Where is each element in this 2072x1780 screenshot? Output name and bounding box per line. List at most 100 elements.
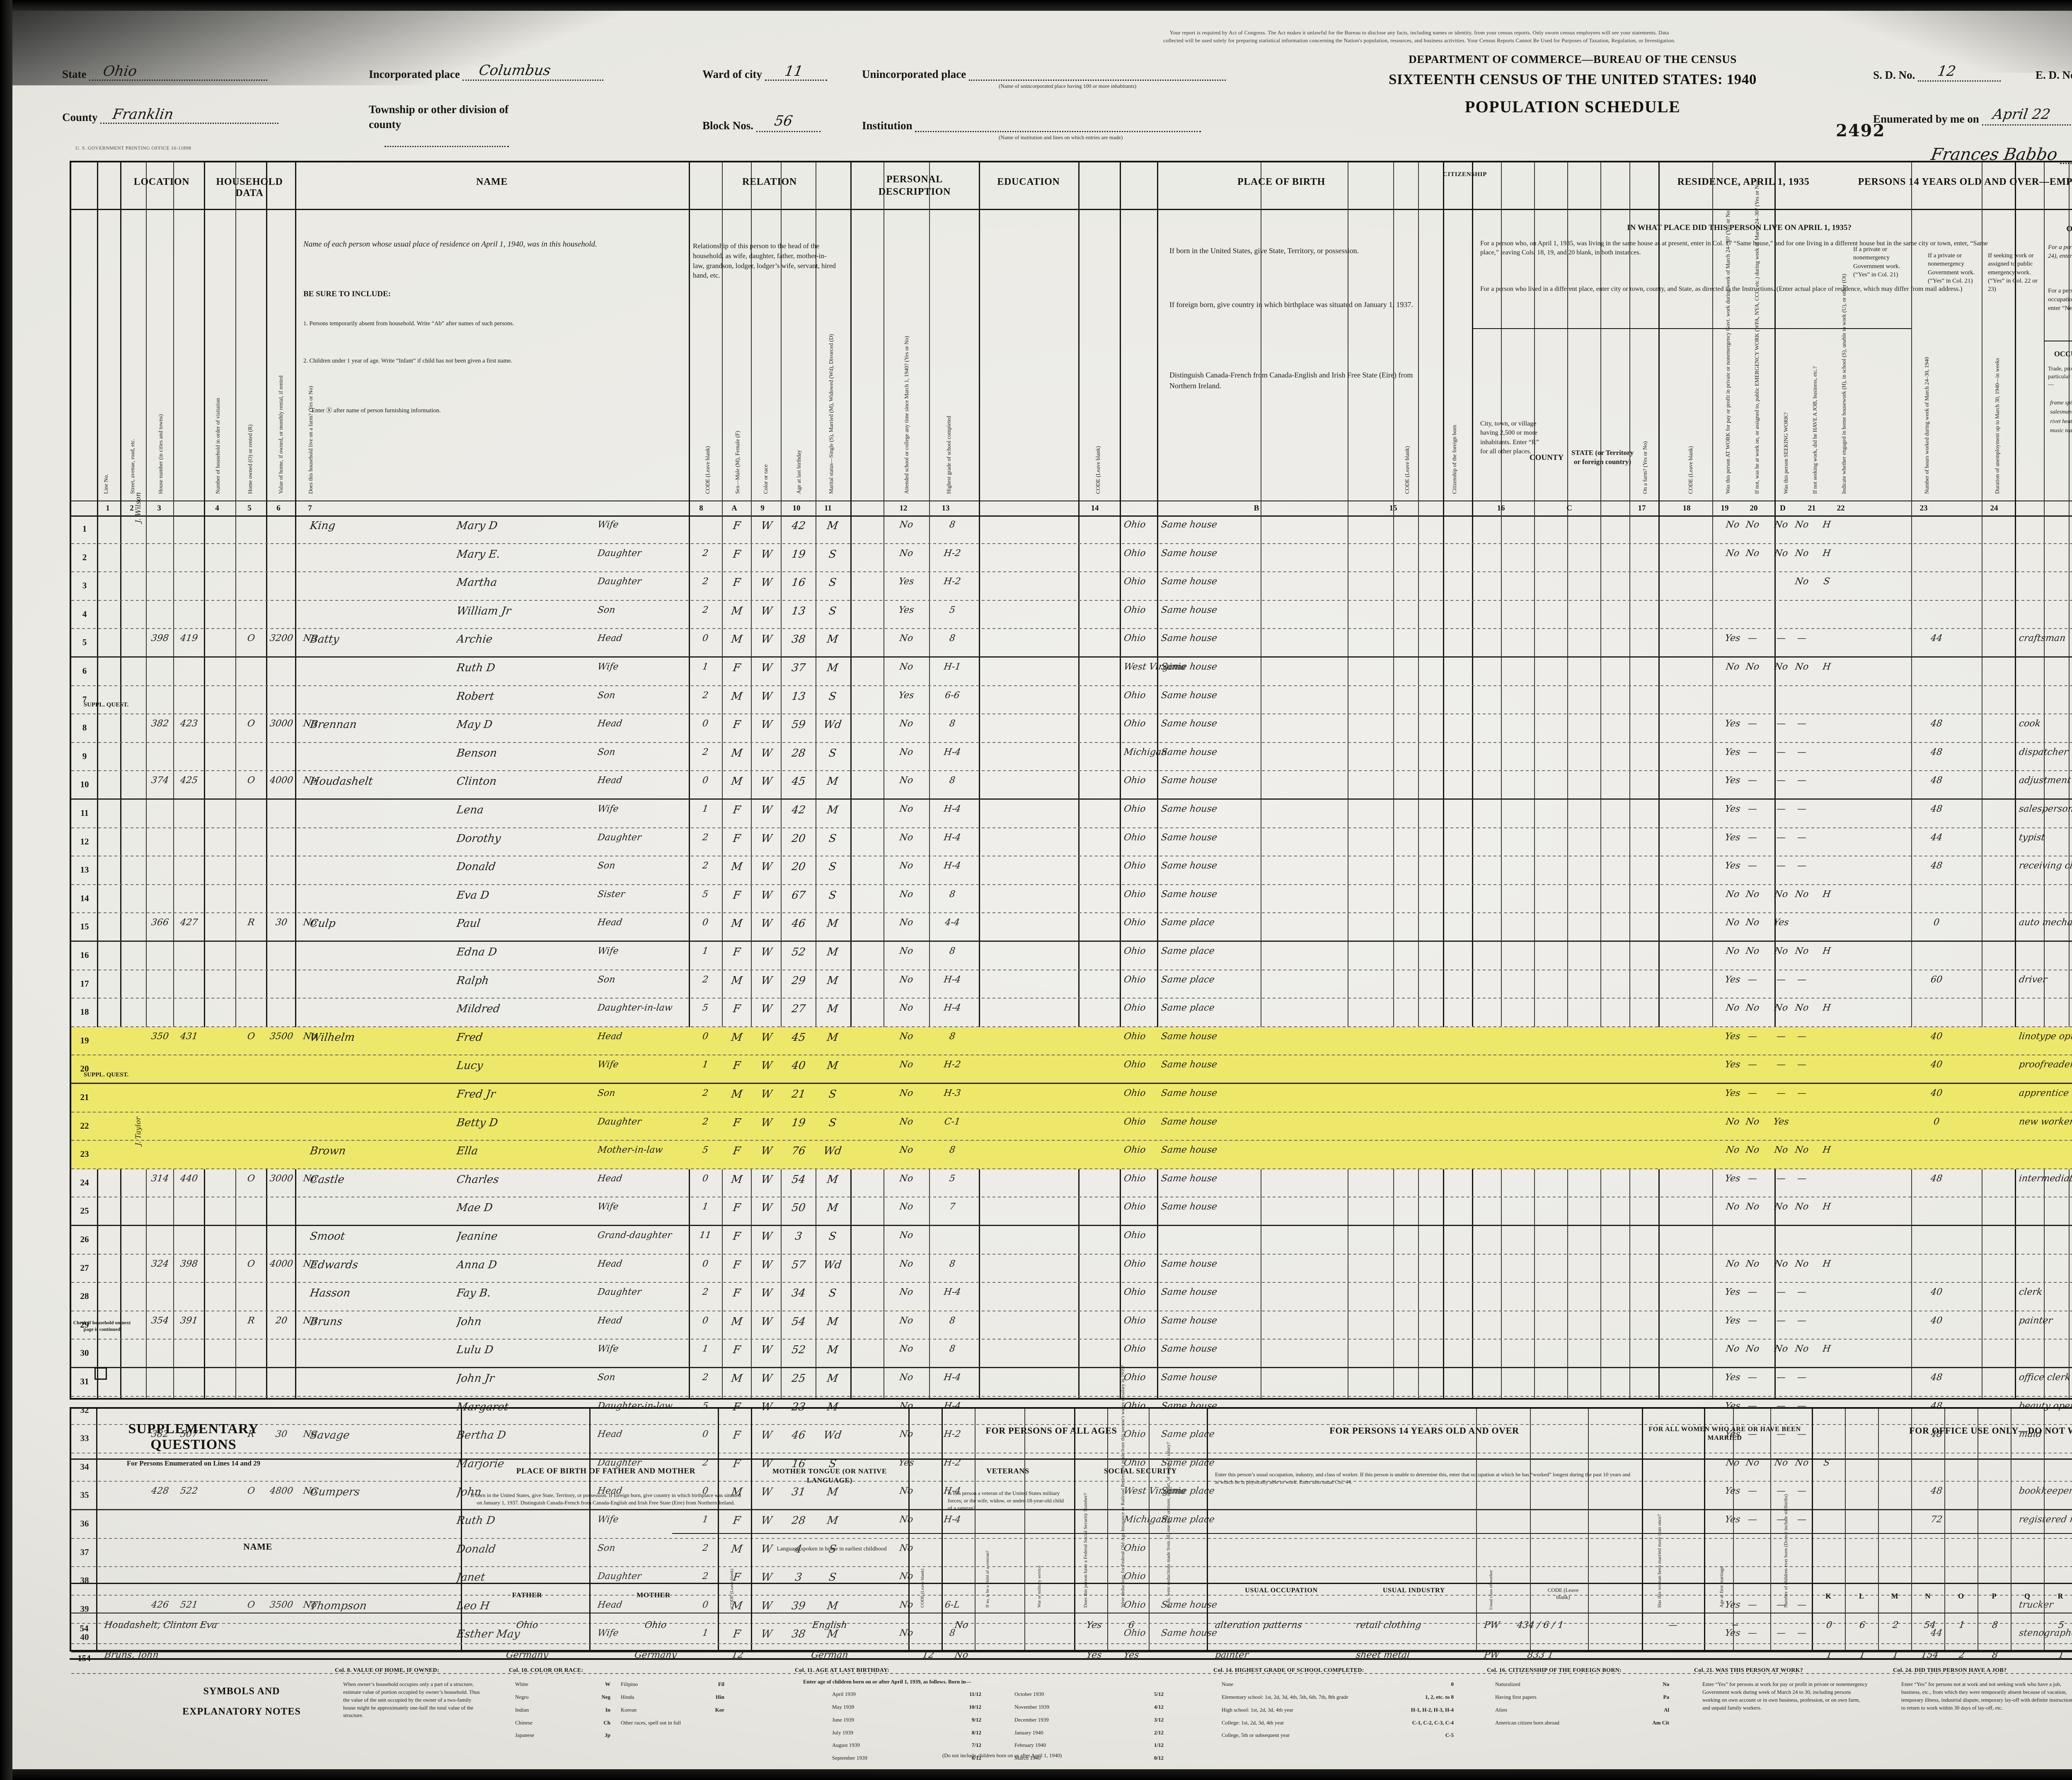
schedule-line: POPULATION SCHEDULE [1464, 97, 1681, 116]
supp-group-pob-parents: PLACE OF BIRTH OF FATHER AND MOTHER [516, 1467, 696, 1475]
supp-cell-l: 6 [1859, 1620, 1866, 1630]
cell-sch: No [898, 1372, 914, 1383]
cell-house: 398 [150, 633, 169, 644]
row-separator [71, 1339, 2072, 1340]
cell-given: Dorothy [455, 832, 502, 845]
row-separator [71, 656, 2072, 658]
table-row[interactable]: 3333382507R30NoSavageBertha DHead0FW46Wd… [71, 1425, 2072, 1454]
cell-res: Same house [1160, 832, 1218, 843]
colhead-name-informant: Enter Ⓧ after name of person furnishing … [312, 407, 441, 414]
note-code-pair: February 1940 1/12 [1014, 1741, 1164, 1749]
continued-checkbox[interactable] [94, 1367, 107, 1380]
table-row[interactable]: 2727324398O4000NoEdwardsAnna DHead0FW57W… [71, 1255, 2072, 1283]
table-row[interactable]: 3434MarjorieDaughter2FW16SYesH-2OhioSame… [71, 1454, 2072, 1482]
colhead-residence-city: City, town, or village having 2,500 or m… [1480, 420, 1539, 455]
note-code-pair: Indian In [515, 1706, 610, 1714]
cell-own: O [247, 1258, 256, 1269]
note-code-value: Hin [716, 1693, 724, 1700]
table-row[interactable]: 3535428522O4800NoGumpersJohnHead0MW31MNo… [71, 1482, 2072, 1510]
cell-res: Same house [1160, 747, 1218, 757]
cell-surname: Bruns [309, 1315, 344, 1328]
table-row[interactable]: 2828HassonFay B.Daughter2FW34SNoH-4OhioS… [71, 1283, 2072, 1311]
note-col8-text: When owner’s household occupies only a p… [343, 1681, 480, 1719]
note-code-value: Am Cit [1652, 1719, 1669, 1726]
cell-rel: Wife [597, 520, 620, 530]
row-separator [71, 1054, 2072, 1056]
ward-value: 11 [783, 63, 804, 80]
row-separator [71, 827, 2072, 828]
block-nos-value: 56 [773, 113, 794, 129]
cell-res: Same house [1160, 861, 1218, 871]
table-row[interactable]: 1919350431O3500NoWilhelmFredHead0MW45MNo… [71, 1027, 2072, 1056]
note-col14-codes: None 0 Elementary school: 1st, 2d, 3d, 4th… [1222, 1681, 1454, 1744]
supp-colhead-married-more: Has this woman been married more than on… [1656, 1514, 1662, 1608]
cell-rel: Wife [597, 662, 620, 672]
cell-res: Same house [1160, 1258, 1218, 1269]
cell-given: Clinton [455, 775, 498, 788]
note-code-value: Al [1664, 1706, 1669, 1713]
supplementary-row[interactable]: 54 54 Houdashelt, Clinton Eva Ohio Ohio Engli… [71, 1614, 2072, 1644]
cell-gr: 8 [949, 718, 956, 729]
cell-sex: M [730, 605, 743, 617]
cell-race: W [760, 1344, 773, 1357]
cell-house: 374 [150, 775, 169, 786]
cell-own: O [247, 1173, 256, 1184]
table-row[interactable]: 1010374425O4000NoHoudasheltClintonHead0M… [71, 771, 2072, 800]
cell-w24: — [1796, 633, 1807, 644]
cell-gr: H-1 [943, 662, 962, 672]
cell-race: W [760, 1088, 773, 1100]
cell-hh: 423 [179, 718, 198, 729]
table-row[interactable]: 2323BrownEllaMother-in-law5FW76WdNo8Ohio… [71, 1141, 2072, 1169]
table-row[interactable]: 1818MildredDaughter-in-law5FW27MNoH-4Ohi… [71, 999, 2072, 1027]
colhead-household-order: Number of household in order of visitati… [215, 398, 221, 494]
note-code-pair: Other races, spell out in full [621, 1719, 724, 1727]
table-row[interactable]: 2626SmootJeanineGrand-daughter11FW3SNoOh… [71, 1226, 2072, 1255]
row-separator [71, 742, 2072, 743]
cell-sch: Yes [898, 576, 915, 587]
cell-val: 20 [275, 1315, 288, 1326]
cell-hrs: 48 [1930, 775, 1943, 786]
cell-age: 45 [791, 775, 806, 788]
cell-rel: Daughter [597, 576, 642, 587]
table-row[interactable]: 1515366427R30NoCulpPaulHead0MW46MNo4-4Oh… [71, 913, 2072, 942]
table-row[interactable]: 55398419O3200NoBattyArchieHead0MW38MNo8O… [71, 629, 2072, 658]
table-row[interactable]: 2424314440O3000NoCastleCharlesHead0MW54M… [71, 1169, 2072, 1198]
table-row[interactable]: 3737DonaldSon2MW4SNoOhio [71, 1539, 2072, 1567]
column-number: 19 [1721, 504, 1729, 513]
table-row[interactable]: 88382423O3000NoBrennanMay DHead0FW59WdNo… [71, 714, 2072, 743]
cell-own: R [247, 917, 256, 928]
cell-age: 29 [791, 974, 806, 987]
cell-res: Same house [1160, 576, 1218, 587]
cell-ms: M [826, 804, 839, 816]
row-line-number-left: 16 [80, 950, 89, 960]
row-separator [71, 1623, 2072, 1624]
note-code-pair: Korean Kor [621, 1706, 724, 1714]
colhead-relation-text: Relationship of this person to the head … [693, 242, 836, 280]
column-number: D [1780, 504, 1786, 513]
table-row[interactable]: 3939426521O3500NoThompsonLeo HHead0MW39M… [71, 1596, 2072, 1624]
group-occupation-industry: OCCUPATION, INDUSTRY, AND CLASS OF WORKE… [2066, 225, 2072, 233]
cell-age: 13 [791, 605, 806, 617]
table-row[interactable]: 2929354391R20NoBrunsJohnHead0MW54MNo8Ohi… [71, 1311, 2072, 1340]
